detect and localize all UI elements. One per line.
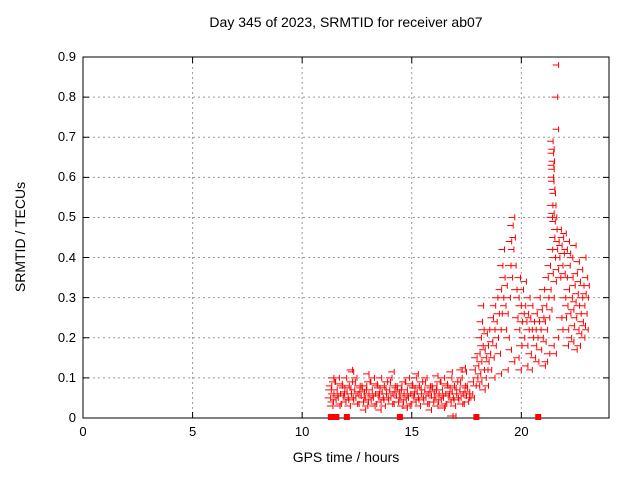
x-tick-label: 5 (188, 424, 197, 439)
x-tick-label: 15 (404, 424, 419, 439)
y-tick-label: 0.2 (57, 329, 76, 345)
y-tick-label: 0.9 (57, 49, 76, 64)
chart-title: Day 345 of 2023, SRMTID for receiver ab0… (209, 14, 483, 30)
y-tick-label: 0.1 (57, 369, 76, 385)
x-axis-label: GPS time / hours (292, 449, 400, 465)
x-tick-label: 10 (294, 424, 310, 439)
y-axis-label: SRMTID / TECUs (12, 181, 28, 293)
y-tick-label: 0.6 (57, 169, 76, 185)
grid-lines (83, 57, 609, 418)
series-srmtid-zero-markers (327, 414, 542, 420)
y-tick-label: 0 (68, 410, 76, 425)
y-tick-label: 0.4 (57, 249, 76, 265)
y-tick-label: 0.8 (57, 89, 76, 105)
series-srmtid (324, 62, 590, 419)
y-tick-label: 0.7 (57, 129, 76, 145)
x-tick-label: 0 (79, 424, 87, 439)
x-tick-label: 20 (514, 424, 529, 439)
y-tick-label: 0.3 (57, 289, 76, 305)
plot-border (82, 56, 610, 419)
tick-marks (82, 56, 609, 419)
y-tick-label: 0.5 (57, 209, 76, 225)
